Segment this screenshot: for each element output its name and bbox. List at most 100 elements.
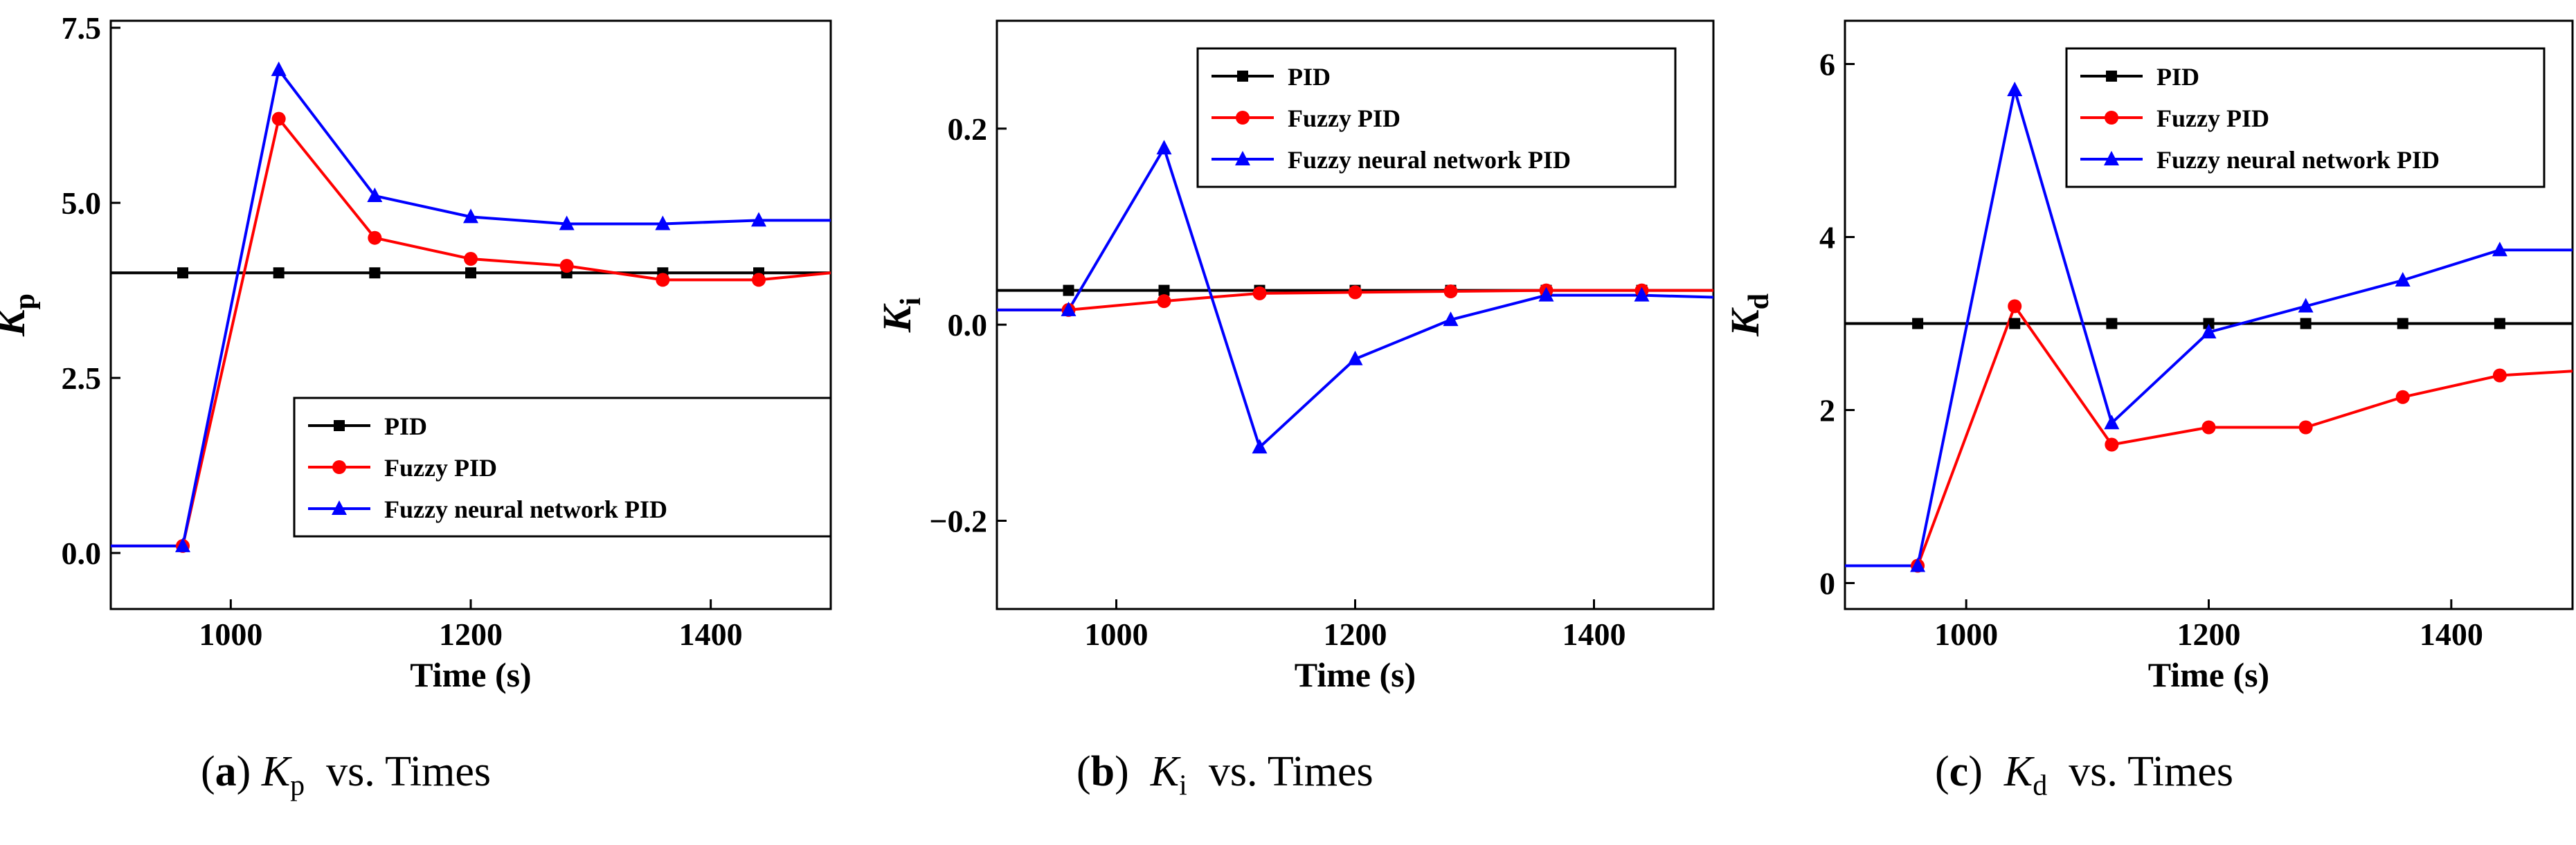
data-point [1634, 287, 1650, 302]
x-tick-label: 1200 [439, 617, 503, 652]
data-point [1910, 557, 1926, 572]
legend-label: Fuzzy PID [384, 454, 497, 482]
y-axis-title: Kp [0, 293, 41, 337]
y-tick-label: 0.0 [948, 307, 988, 343]
data-point [559, 215, 575, 230]
y-axis-title: Kd [1722, 293, 1775, 337]
data-point [1063, 284, 1074, 296]
data-point [2201, 420, 2216, 435]
legend-box [2065, 47, 2546, 188]
data-point [1443, 311, 1459, 327]
data-point [559, 259, 574, 273]
x-axis-title: Time (s) [1295, 655, 1416, 694]
caption-c: (c) Kd vs. Times [1935, 748, 2234, 802]
data-point [271, 61, 287, 76]
x-tick-label: 1400 [1562, 617, 1626, 652]
data-point [465, 267, 476, 279]
data-point [1061, 301, 1077, 316]
data-point [2007, 82, 2023, 96]
data-point [175, 537, 190, 552]
data-point [2008, 299, 2022, 314]
y-axis-subscript: d [1743, 293, 1775, 309]
data-point [752, 273, 766, 287]
data-point [2106, 318, 2118, 329]
data-point [2492, 242, 2507, 257]
legend-marker [332, 460, 346, 474]
legend-marker [2106, 71, 2117, 82]
data-point [1158, 284, 1170, 296]
series-group [111, 61, 831, 553]
legend-marker [1236, 111, 1250, 125]
y-axis-symbol: K [874, 303, 919, 333]
x-tick-label: 1200 [2177, 617, 2241, 652]
x-tick-label: 1000 [199, 617, 262, 652]
ki-chart: 1000 1200 1400 −0.2 0.0 0.2 Time (s) Ki PID Fuzzy… [874, 19, 1715, 694]
y-axis-subscript: p [9, 293, 41, 309]
data-point [463, 208, 478, 224]
legend-marker [334, 420, 345, 431]
data-point [2298, 298, 2314, 313]
y-tick-label: 0 [1819, 566, 1835, 601]
data-point [2104, 415, 2120, 430]
legend-marker [332, 500, 347, 515]
y-tick-label: 5.0 [62, 185, 102, 221]
x-tick-label: 1400 [679, 617, 743, 652]
data-point [2298, 420, 2313, 435]
data-point [1347, 350, 1363, 365]
y-tick-label: 0.0 [62, 536, 102, 571]
y-tick-label: 0.2 [948, 111, 988, 147]
y-axis-symbol: K [1722, 307, 1767, 337]
x-axis-title: Time (s) [2148, 655, 2269, 694]
legend-label: PID [1288, 63, 1331, 91]
x-tick-label: 1200 [1324, 617, 1387, 652]
data-point [1157, 294, 1171, 309]
y-tick-label: 2 [1819, 393, 1835, 428]
series-group [997, 140, 1713, 454]
data-point [1156, 140, 1172, 155]
data-point [369, 267, 381, 279]
data-point [2395, 390, 2410, 404]
data-point [1348, 285, 1362, 300]
data-point [2494, 318, 2505, 329]
data-point [2203, 318, 2215, 329]
data-point [367, 187, 383, 202]
data-point [2201, 324, 2217, 338]
kp-chart: 1000 1200 1400 0.0 2.5 5.0 7.5 Time (s) Kp PID Fuz… [0, 10, 832, 694]
caption-b: (b) Ki vs. Times [1077, 748, 1373, 802]
series-group [1845, 82, 2573, 573]
legend-label: Fuzzy neural network PID [2156, 146, 2440, 174]
data-point [273, 267, 285, 279]
data-point [2009, 318, 2021, 329]
data-point [1538, 287, 1554, 302]
y-tick-label: −0.2 [929, 504, 987, 539]
data-point [271, 111, 286, 126]
x-tick-label: 1400 [2420, 617, 2483, 652]
y-tick-label: 2.5 [62, 361, 102, 396]
legend-marker [2105, 111, 2118, 125]
legend-marker [2104, 151, 2119, 165]
data-point [1443, 284, 1458, 298]
legend-label: PID [384, 412, 427, 440]
y-axis-title: Ki [874, 297, 927, 333]
data-point [655, 215, 671, 230]
legend: PID Fuzzy PID Fuzzy neural network PID [1196, 47, 1677, 188]
data-point [656, 273, 670, 287]
caption-a: (a) Kp vs. Times [201, 748, 491, 802]
data-point [1252, 286, 1267, 300]
legend-marker [1237, 71, 1248, 82]
y-tick-label: 7.5 [62, 10, 102, 46]
data-point [1252, 439, 1268, 454]
legend-label: PID [2156, 63, 2199, 91]
x-tick-label: 1000 [1085, 617, 1149, 652]
legend: PID Fuzzy PID Fuzzy neural network PID [293, 397, 832, 538]
kd-chart: 1000 1200 1400 0 2 4 6 Time (s) Kd PID Fuzzy PID Fu… [1722, 19, 2574, 694]
y-tick-label: 6 [1819, 47, 1835, 82]
data-point [2492, 368, 2507, 383]
data-point [464, 252, 478, 266]
data-point [2300, 318, 2312, 329]
y-axis-subscript: i [895, 297, 927, 305]
data-point [2395, 272, 2411, 287]
legend-box [293, 397, 832, 538]
legend-label: Fuzzy neural network PID [384, 496, 667, 523]
y-tick-label: 4 [1819, 220, 1835, 255]
